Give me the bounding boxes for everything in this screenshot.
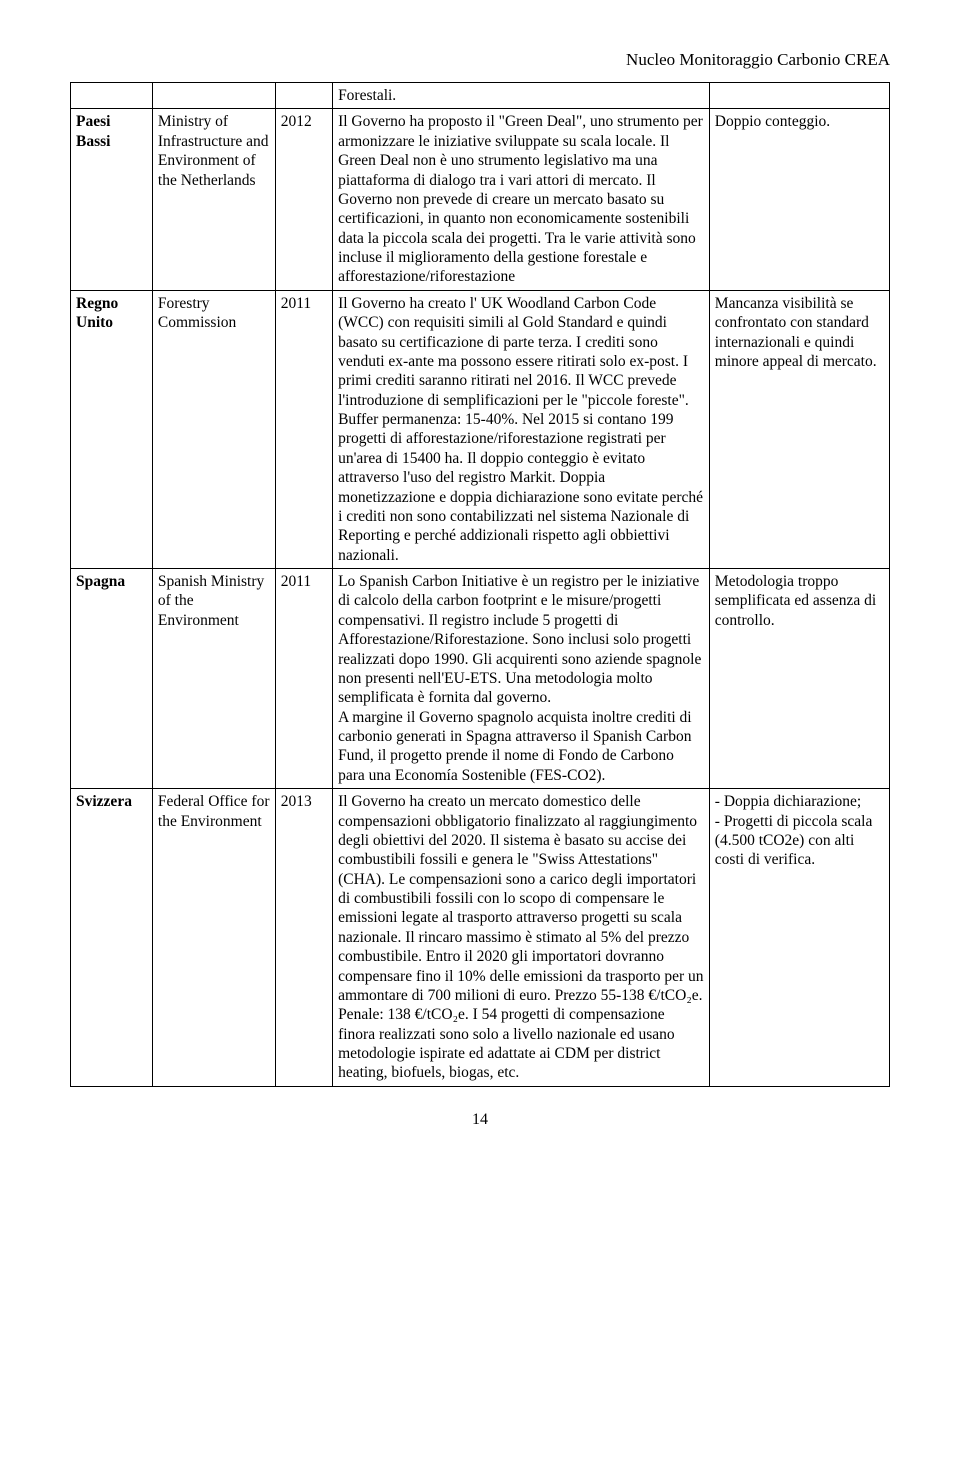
cell-year: 2013 <box>275 789 332 1087</box>
table-row: Svizzera Federal Office for the Environm… <box>71 789 890 1087</box>
table-row: Forestali. <box>71 83 890 109</box>
cell-description: Forestali. <box>333 83 710 109</box>
cell-description: Il Governo ha creato un mercato domestic… <box>333 789 710 1087</box>
cell-notes: Mancanza visibilità se confrontato con s… <box>709 290 889 568</box>
cell-country <box>71 83 153 109</box>
cell-country: Svizzera <box>71 789 153 1087</box>
cell-year: 2011 <box>275 290 332 568</box>
cell-org: Spanish Ministry of the Environment <box>152 569 275 789</box>
page-number: 14 <box>70 1111 890 1129</box>
cell-description: Lo Spanish Carbon Initiative è un regist… <box>333 569 710 789</box>
cell-country: Paesi Bassi <box>71 109 153 290</box>
cell-country: Spagna <box>71 569 153 789</box>
cell-year <box>275 83 332 109</box>
cell-description: Il Governo ha creato l' UK Woodland Carb… <box>333 290 710 568</box>
carbon-markets-table: Forestali. Paesi Bassi Ministry of Infra… <box>70 82 890 1087</box>
page-header: Nucleo Monitoraggio Carbonio CREA <box>70 50 890 70</box>
cell-country: Regno Unito <box>71 290 153 568</box>
cell-year: 2011 <box>275 569 332 789</box>
cell-notes: Metodologia troppo semplificata ed assen… <box>709 569 889 789</box>
cell-org <box>152 83 275 109</box>
cell-notes: Doppio conteggio. <box>709 109 889 290</box>
table-row: Paesi Bassi Ministry of Infrastructure a… <box>71 109 890 290</box>
cell-notes: - Doppia dichiarazione;- Progetti di pic… <box>709 789 889 1087</box>
cell-notes <box>709 83 889 109</box>
table-row: Spagna Spanish Ministry of the Environme… <box>71 569 890 789</box>
cell-description: Il Governo ha proposto il "Green Deal", … <box>333 109 710 290</box>
cell-org: Federal Office for the Environment <box>152 789 275 1087</box>
cell-year: 2012 <box>275 109 332 290</box>
table-row: Regno Unito Forestry Commission 2011 Il … <box>71 290 890 568</box>
cell-org: Ministry of Infrastructure and Environme… <box>152 109 275 290</box>
cell-org: Forestry Commission <box>152 290 275 568</box>
